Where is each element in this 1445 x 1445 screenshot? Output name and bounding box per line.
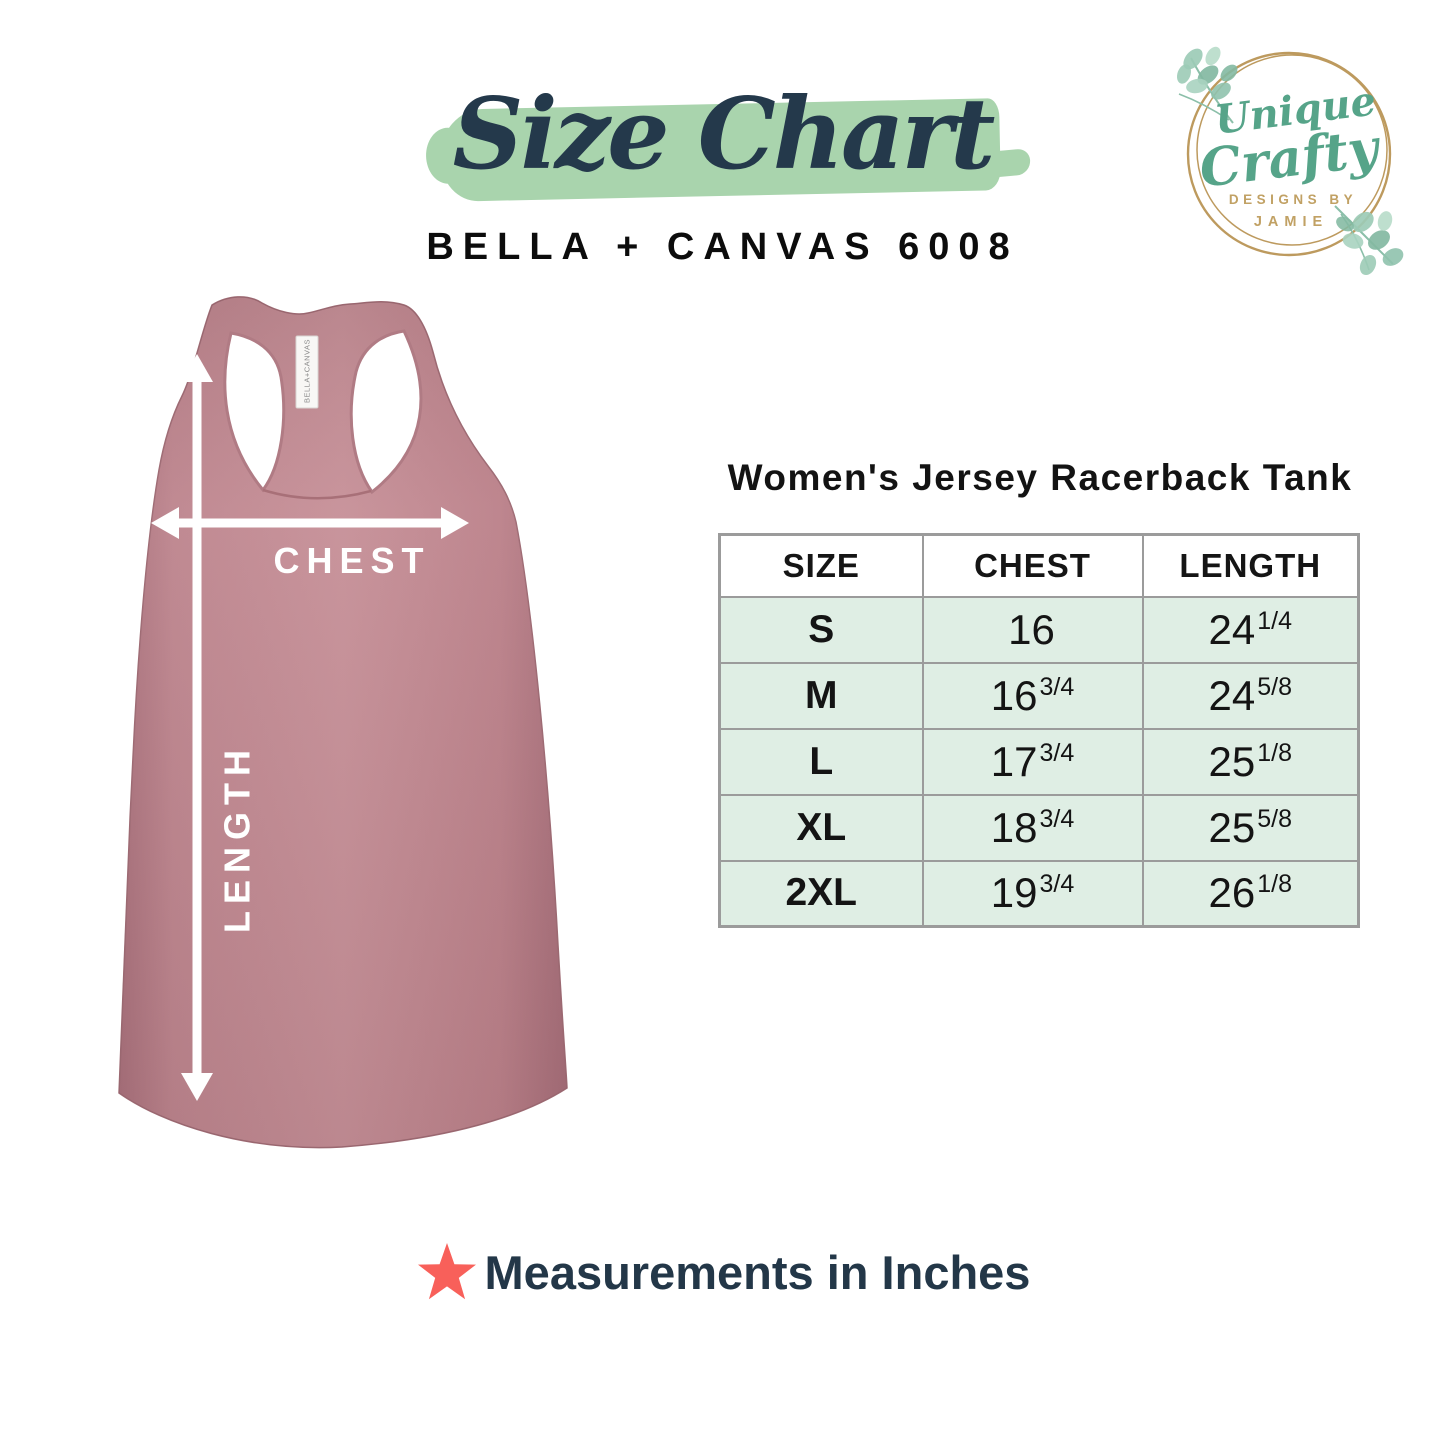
- size-value: M: [718, 661, 924, 730]
- tank-top-image: BELLA+CANVAS: [118, 296, 568, 1149]
- garment-tag-text: BELLA+CANVAS: [303, 339, 312, 403]
- brand-logo: Unique Crafty DESIGNS BY JAMIE: [1176, 46, 1404, 276]
- chest-arrow: [151, 507, 469, 539]
- table-row-l: L 173/4 251/8: [718, 727, 1360, 796]
- chest-label: CHEST: [273, 540, 430, 581]
- star-icon: [417, 1243, 476, 1300]
- chest-value: 193/4: [921, 859, 1144, 928]
- column-header-chest: CHEST: [921, 533, 1144, 598]
- logo-ring-outer: [1186, 51, 1392, 257]
- eucalyptus-leaves-bottom-right-icon: [1334, 205, 1404, 276]
- table-row-m: M 163/4 245/8: [718, 661, 1360, 730]
- length-value: 241/4: [1141, 595, 1360, 664]
- product-code-subtitle: BELLA + CANVAS 6008: [426, 226, 1019, 268]
- page-title: Size Chart: [452, 77, 996, 192]
- chest-value: 163/4: [921, 661, 1144, 730]
- racerback-cutout-right: [349, 329, 423, 495]
- column-header-length: LENGTH: [1141, 533, 1360, 598]
- size-value: 2XL: [718, 859, 924, 928]
- footnote-text: Measurements in Inches: [484, 1245, 1031, 1299]
- product-heading: Women's Jersey Racerback Tank: [727, 457, 1353, 498]
- table-row-2xl: 2XL 193/4 261/8: [718, 859, 1360, 928]
- racerback-cutout-left: [223, 331, 286, 493]
- length-arrow: [181, 354, 213, 1101]
- length-value: 245/8: [1141, 661, 1360, 730]
- eucalyptus-leaves-top-left-icon: [1176, 46, 1238, 124]
- length-value: 251/8: [1141, 727, 1360, 796]
- logo-tagline-line2: JAMIE: [1254, 214, 1328, 230]
- size-value: XL: [718, 793, 924, 862]
- logo-tagline-line1: DESIGNS BY: [1229, 192, 1357, 207]
- size-value: S: [718, 595, 924, 664]
- column-header-size: SIZE: [718, 533, 924, 598]
- footnote: Measurements in Inches: [0, 1240, 1445, 1304]
- size-value: L: [718, 727, 924, 796]
- size-table: SIZE CHEST LENGTH S 16 241/4 M 163/4 245…: [718, 533, 1360, 928]
- logo-ring-inner: [1196, 54, 1388, 246]
- length-value: 255/8: [1141, 793, 1360, 862]
- table-row-xl: XL 183/4 255/8: [718, 793, 1360, 862]
- garment-tag: [295, 335, 319, 409]
- chest-value: 183/4: [921, 793, 1144, 862]
- chest-value: 16: [921, 595, 1144, 664]
- chest-value: 173/4: [921, 727, 1144, 796]
- table-row-s: S 16 241/4: [718, 595, 1360, 664]
- tank-top-diagram: BELLA+CANVAS CHEST LENGTH: [118, 296, 568, 1149]
- length-label: LENGTH: [217, 743, 258, 933]
- size-table-header-row: SIZE CHEST LENGTH: [718, 533, 1360, 598]
- length-value: 261/8: [1141, 859, 1360, 928]
